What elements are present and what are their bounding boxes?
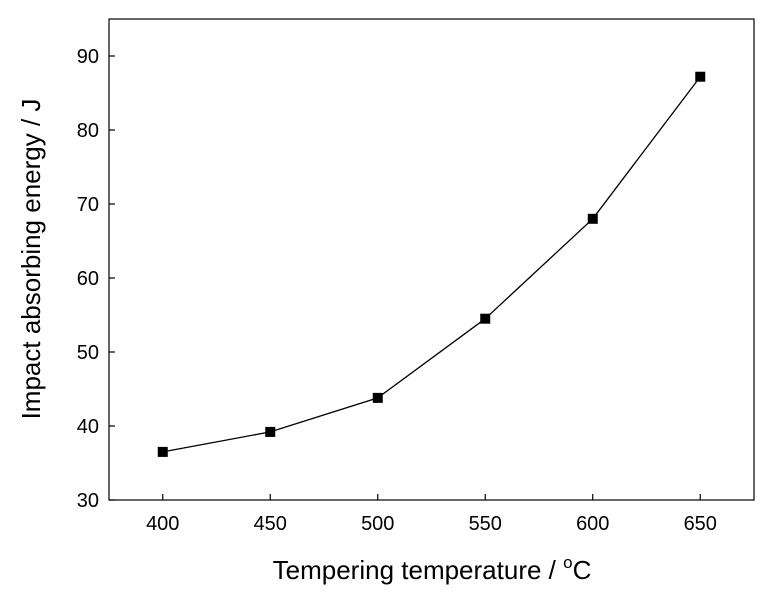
x-tick-label: 500 <box>361 513 394 535</box>
y-tick-label: 80 <box>77 120 99 142</box>
y-axis-title: Impact absorbing energy / J <box>16 99 46 420</box>
x-tick-label: 650 <box>684 513 717 535</box>
data-point <box>265 426 276 437</box>
plot-frame <box>108 18 755 501</box>
y-axis-ticks: 30 40 50 60 70 80 90 <box>77 46 115 512</box>
x-axis-title-unit: C <box>573 555 592 585</box>
series-line <box>162 76 701 453</box>
data-point <box>587 213 598 224</box>
y-tick-label: 40 <box>77 416 99 438</box>
x-tick-label: 550 <box>469 513 502 535</box>
data-point <box>372 392 383 403</box>
x-tick-label: 450 <box>254 513 287 535</box>
x-tick-label: 600 <box>576 513 609 535</box>
x-axis-title-degree-sup: o <box>563 553 572 572</box>
y-tick-label: 50 <box>77 342 99 364</box>
data-point <box>480 313 491 324</box>
x-tick-label: 400 <box>146 513 179 535</box>
x-axis-title: Tempering temperature / oC <box>273 553 592 585</box>
data-point <box>695 71 706 82</box>
data-point <box>157 446 168 457</box>
y-tick-label: 90 <box>77 46 99 68</box>
y-tick-label: 30 <box>77 490 99 512</box>
y-tick-label: 70 <box>77 194 99 216</box>
y-tick-label: 60 <box>77 268 99 290</box>
x-axis-ticks: 400 450 500 550 600 650 <box>146 494 717 535</box>
x-axis-title-main: Tempering temperature / <box>273 555 563 585</box>
data-series <box>157 71 706 457</box>
